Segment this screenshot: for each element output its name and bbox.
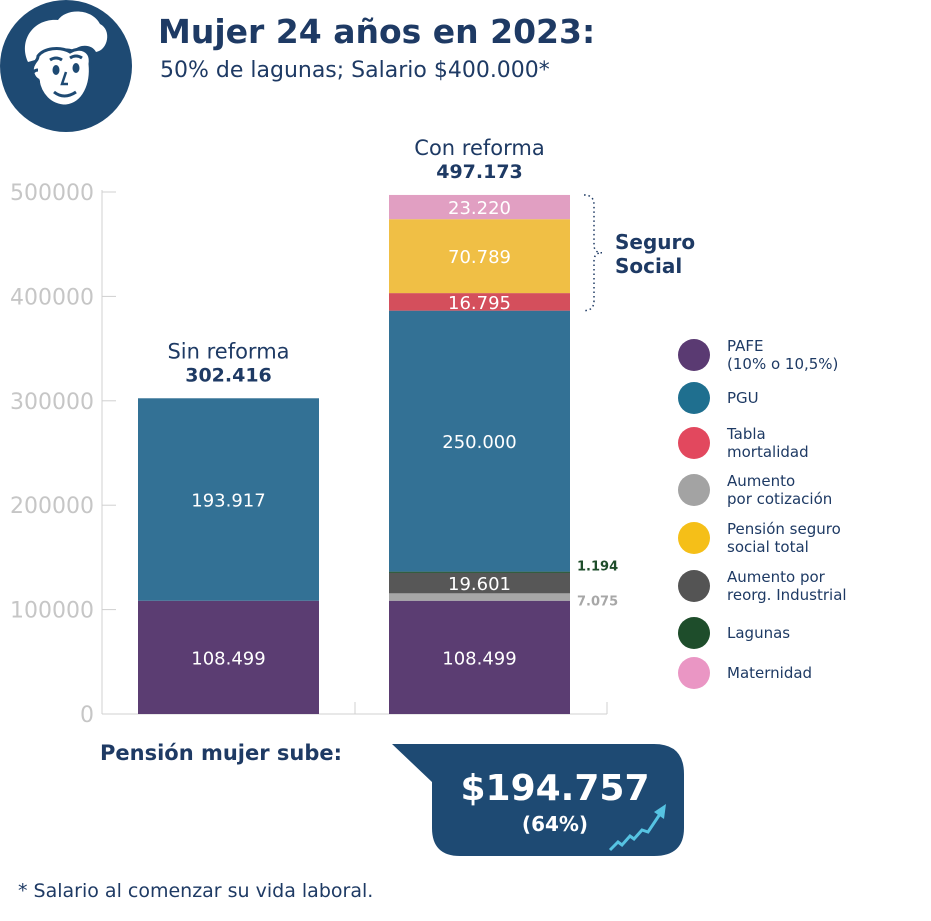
- trend-up-icon: [608, 813, 662, 852]
- data-label: 193.917: [191, 491, 265, 512]
- bar-category-label: Con reforma: [414, 136, 544, 160]
- bar-total-label: 302.416: [185, 364, 272, 386]
- bar-segment-aumento-por-cotizaci-n: [389, 593, 570, 601]
- woman-avatar-icon: [0, 0, 132, 132]
- data-label: 108.499: [442, 648, 516, 669]
- legend-label: Maternidad: [727, 664, 813, 682]
- legend-swatch: [678, 474, 710, 506]
- legend-label: Aumento por reorg. Industrial: [727, 568, 847, 604]
- data-label-outside: 1.194: [577, 560, 618, 575]
- legend-label: PGU: [727, 389, 759, 407]
- bar-segment-pensi-n-seguro-social-total: [389, 219, 570, 294]
- bar-segment-maternidad: [389, 194, 570, 220]
- callout-box: [392, 744, 684, 856]
- bracket-label: Seguro: [615, 230, 695, 254]
- bar-segment-lagunas: [389, 571, 570, 573]
- legend-swatch: [678, 522, 710, 554]
- bars-group: [138, 194, 570, 714]
- data-label: 23.220: [448, 198, 511, 219]
- legend-item: Aumento por reorg. Industrial: [678, 568, 847, 604]
- legend-item: Aumento por cotización: [678, 472, 832, 508]
- legend-label: Lagunas: [727, 624, 791, 642]
- callout-label: Pensión mujer sube:: [100, 741, 343, 765]
- data-label: 19.601: [448, 574, 511, 595]
- legend-swatch: [678, 657, 710, 689]
- legend-label: Tabla mortalidad: [727, 425, 809, 461]
- y-tick-label: 400000: [10, 285, 94, 310]
- legend-label: Pensión seguro social total: [727, 520, 841, 556]
- legend-label: PAFE (10% o 10,5%): [727, 337, 839, 373]
- data-label: 70.789: [448, 247, 511, 268]
- legend-swatch: [678, 427, 710, 459]
- callout-amount: $194.757: [460, 768, 650, 809]
- y-axis: 0 100000 200000 300000 400000 500000: [10, 181, 608, 728]
- data-label: 108.499: [191, 648, 265, 669]
- legend-swatch: [678, 570, 710, 602]
- legend-item: PAFE (10% o 10,5%): [678, 337, 838, 373]
- bar-segment-pgu: [389, 310, 570, 572]
- bar-segment-tabla-mortalidad: [389, 293, 570, 311]
- legend-label: Aumento por cotización: [727, 472, 833, 508]
- bar-segment-aumento-por-reorg-industrial: [389, 572, 570, 594]
- legend-item: Pensión seguro social total: [678, 520, 841, 556]
- legend-item: PGU: [678, 382, 759, 414]
- data-label-outside: 7.075: [577, 594, 618, 609]
- chart-title: Mujer 24 años en 2023:: [158, 12, 596, 51]
- y-tick-label: 300000: [10, 390, 94, 415]
- chart-subtitle: 50% de lagunas; Salario $400.000*: [160, 58, 550, 83]
- y-tick-label: 200000: [10, 494, 94, 519]
- legend-item: Lagunas: [678, 617, 790, 649]
- callout-percent: (64%): [521, 812, 589, 836]
- y-tick-label: 100000: [10, 599, 94, 624]
- legend-swatch: [678, 339, 710, 371]
- data-label: 16.795: [448, 293, 511, 314]
- footnote: * Salario al comenzar su vida laboral.: [18, 880, 374, 902]
- bar-segment-pafe-10-o-10-5: [138, 600, 319, 714]
- bar-segment-pafe-10-o-10-5: [389, 600, 570, 714]
- legend-item: Maternidad: [678, 657, 812, 689]
- bar-category-label: Sin reforma: [167, 339, 289, 363]
- bar-segment-pgu: [138, 398, 319, 601]
- bracket-line: [583, 194, 603, 312]
- bracket-label: Social: [615, 254, 682, 278]
- legend-swatch: [678, 382, 710, 414]
- legend-item: Tabla mortalidad: [678, 425, 809, 461]
- bar-total-label: 497.173: [436, 161, 523, 183]
- y-tick-label: 0: [80, 703, 94, 728]
- y-tick-label: 500000: [10, 181, 94, 206]
- data-label: 250.000: [442, 432, 516, 453]
- legend-swatch: [678, 617, 710, 649]
